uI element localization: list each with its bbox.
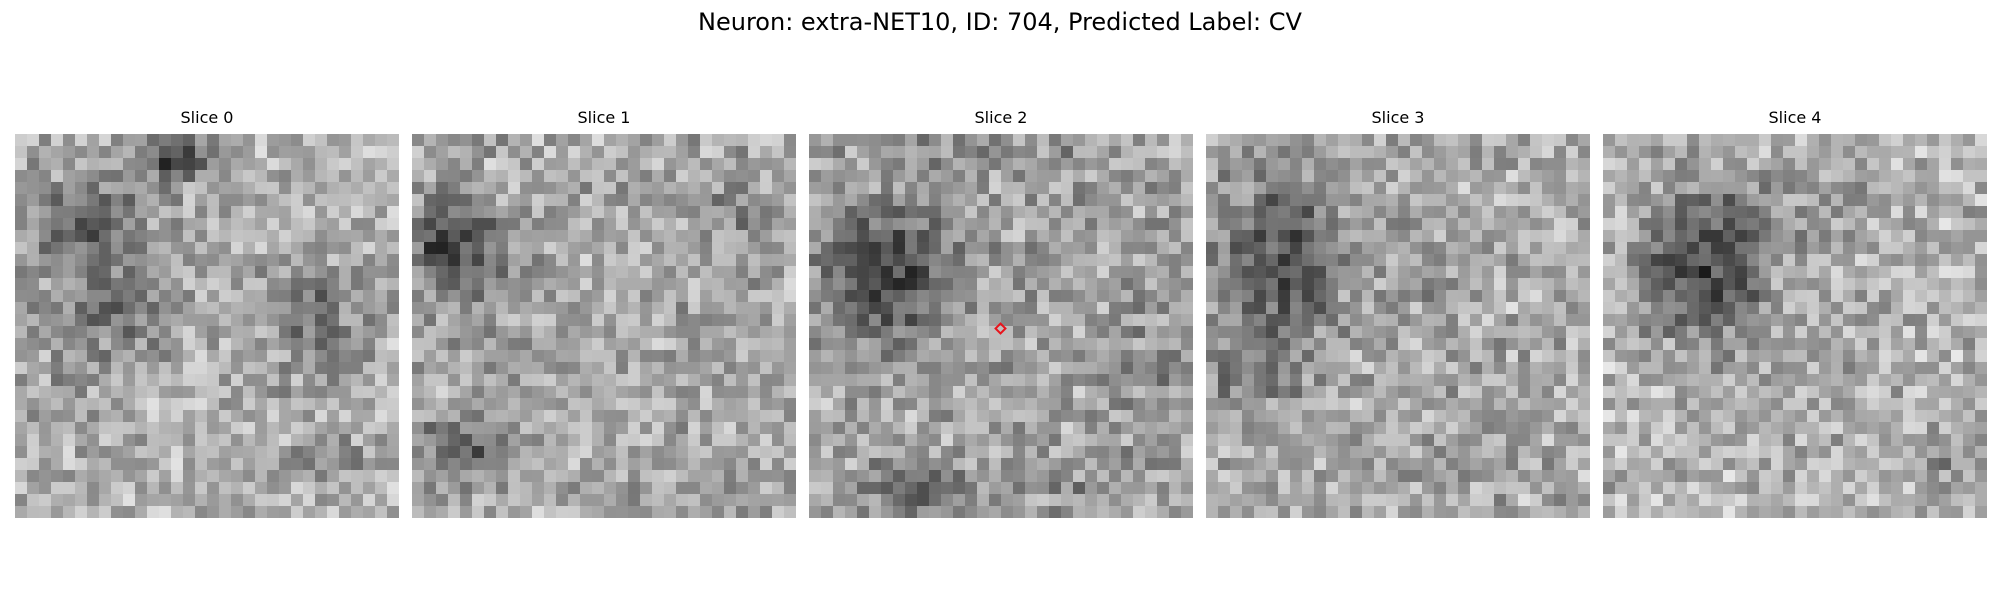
slice-panel-0: Slice 0 bbox=[15, 108, 399, 518]
figure-title: Neuron: extra-NET10, ID: 704, Predicted … bbox=[698, 8, 1302, 36]
slice-title-4: Slice 4 bbox=[1768, 108, 1822, 127]
slice-panel-4: Slice 4 bbox=[1603, 108, 1987, 518]
slice-image-4 bbox=[1603, 134, 1987, 518]
slice-image-1 bbox=[412, 134, 796, 518]
slice-panel-3: Slice 3 bbox=[1206, 108, 1590, 518]
slice-title-3: Slice 3 bbox=[1371, 108, 1425, 127]
slice-title-1: Slice 1 bbox=[577, 108, 631, 127]
slice-panel-2: Slice 2 bbox=[809, 108, 1193, 518]
slice-image-3 bbox=[1206, 134, 1590, 518]
slice-image-0 bbox=[15, 134, 399, 518]
slice-title-0: Slice 0 bbox=[180, 108, 234, 127]
slice-panel-1: Slice 1 bbox=[412, 108, 796, 518]
slice-image-2 bbox=[809, 134, 1193, 518]
slice-title-2: Slice 2 bbox=[974, 108, 1028, 127]
